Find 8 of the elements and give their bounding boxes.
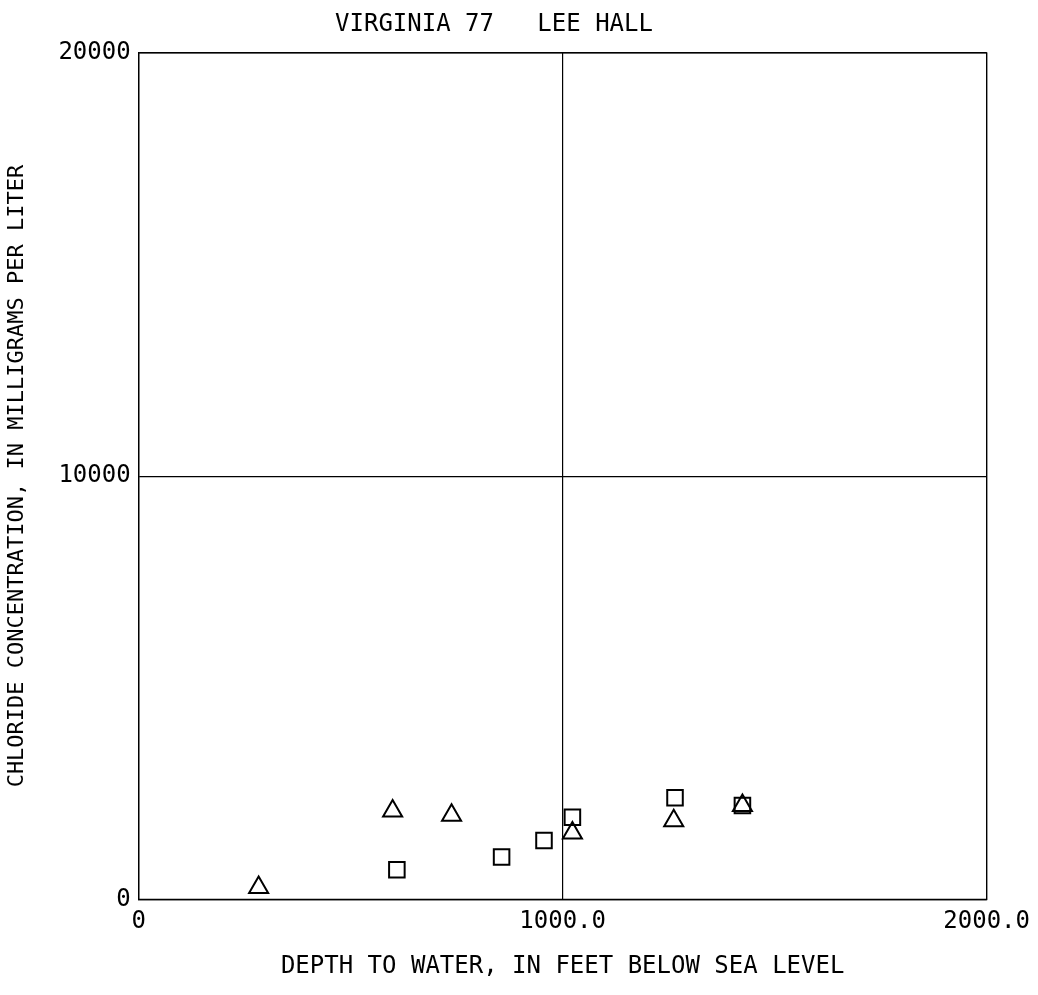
y-tick-label: 10000	[58, 460, 131, 489]
y-tick-label: 0	[116, 883, 131, 912]
chart-title: VIRGINIA 77 LEE HALL	[335, 8, 653, 37]
x-tick-label: 2000.0	[943, 906, 1030, 935]
y-axis-title: CHLORIDE CONCENTRATION, IN MILLIGRAMS PER LITER	[2, 164, 28, 788]
x-axis-title: DEPTH TO WATER, IN FEET BELOW SEA LEVEL	[280, 950, 845, 979]
x-tick-label: 1000.0	[519, 906, 606, 935]
y-tick-label: 20000	[58, 37, 131, 66]
